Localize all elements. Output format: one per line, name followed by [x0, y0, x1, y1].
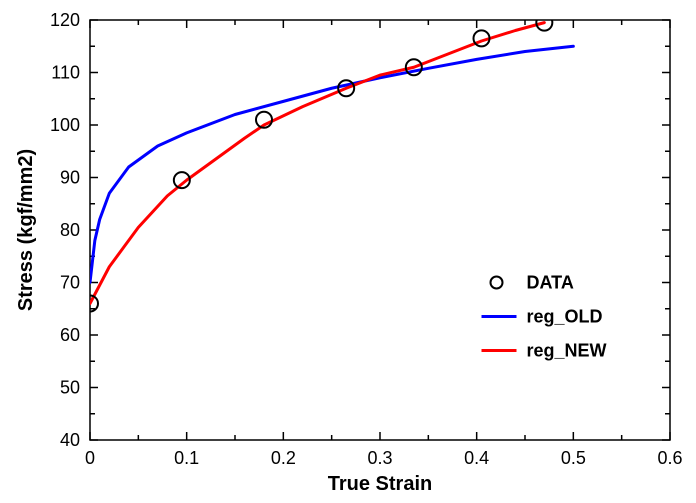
y-tick-label: 120 [50, 10, 80, 30]
legend-label-reg-old: reg_OLD [527, 307, 603, 327]
y-tick-label: 70 [60, 273, 80, 293]
y-tick-label: 40 [60, 430, 80, 450]
x-tick-label: 0 [85, 448, 95, 468]
y-axis-title: Stress (kgf/mm2) [15, 149, 37, 311]
x-tick-label: 0.6 [657, 448, 682, 468]
series-group [82, 15, 573, 312]
series-reg-new [90, 23, 544, 304]
plot-border [90, 20, 670, 440]
legend-label-data: DATA [527, 273, 574, 293]
x-tick-label: 0.2 [271, 448, 296, 468]
y-tick-label: 60 [60, 325, 80, 345]
stress-strain-chart: 0 0.1 0.2 0.3 0.4 0.5 0.6 40 50 60 70 80 90 100 110 120… [0, 0, 696, 503]
y-tick-label: 90 [60, 168, 80, 188]
chart-container: 0 0.1 0.2 0.3 0.4 0.5 0.6 40 50 60 70 80 90 100 110 120… [0, 0, 696, 503]
y-tick-label: 110 [51, 63, 80, 83]
x-tick-label: 0.4 [464, 448, 489, 468]
series-reg-old [90, 46, 573, 282]
x-tick-label: 0.3 [367, 448, 392, 468]
y-tick-label: 80 [60, 220, 80, 240]
y-tick-label: 100 [50, 115, 80, 135]
x-tick-label: 0.1 [174, 448, 199, 468]
x-tick-label: 0.5 [561, 448, 586, 468]
x-axis-title: True Strain [328, 473, 432, 495]
legend-marker-data [491, 277, 503, 289]
legend-label-reg-new: reg_NEW [527, 341, 607, 361]
y-tick-label: 50 [60, 378, 80, 398]
